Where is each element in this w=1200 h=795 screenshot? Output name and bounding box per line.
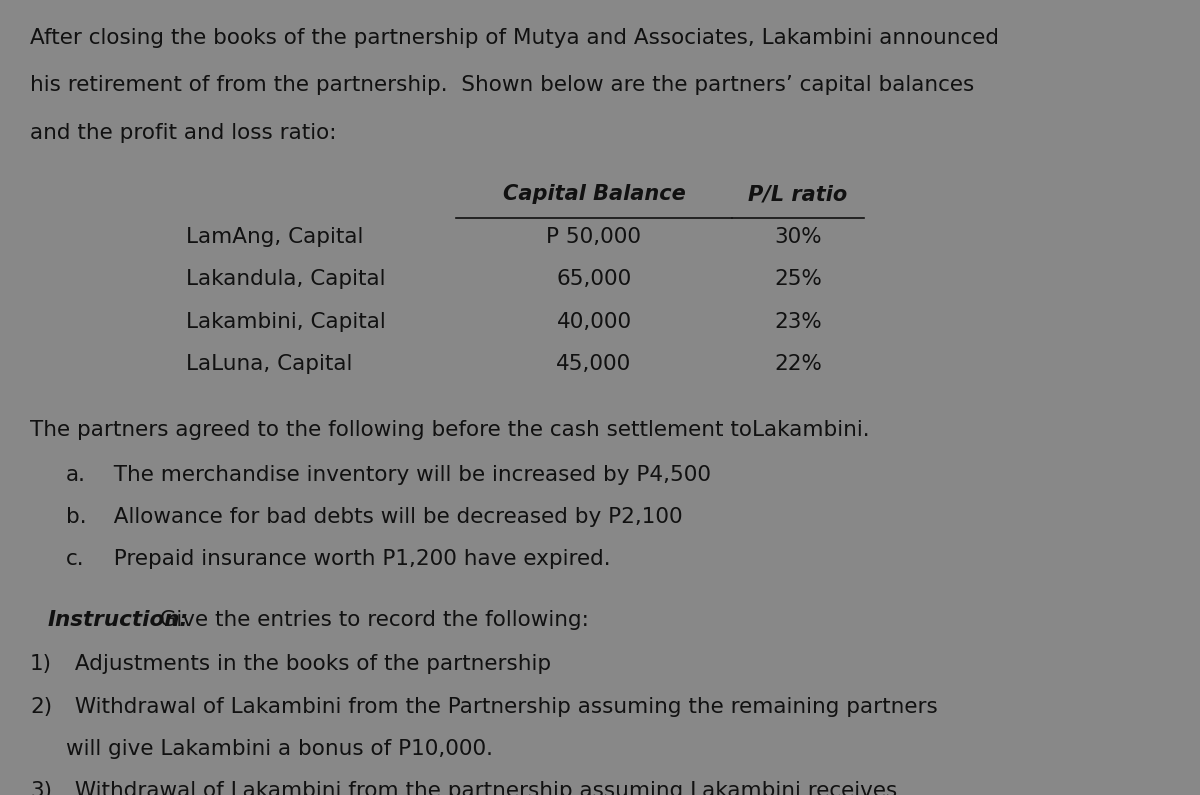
Text: will give Lakambini a bonus of P10,000.: will give Lakambini a bonus of P10,000.	[66, 739, 493, 758]
Text: 2): 2)	[30, 696, 52, 716]
Text: c.: c.	[66, 549, 85, 569]
Text: Adjustments in the books of the partnership: Adjustments in the books of the partners…	[68, 654, 552, 674]
Text: a.: a.	[66, 464, 86, 485]
Text: Give the entries to record the following:: Give the entries to record the following…	[146, 610, 589, 630]
Text: b.: b.	[66, 506, 86, 527]
Text: 30%: 30%	[774, 227, 822, 247]
Text: Withdrawal of Lakambini from the Partnership assuming the remaining partners: Withdrawal of Lakambini from the Partner…	[68, 696, 938, 716]
Text: his retirement of from the partnership.  Shown below are the partners’ capital b: his retirement of from the partnership. …	[30, 76, 974, 95]
Text: P/L ratio: P/L ratio	[749, 184, 847, 204]
Text: P 50,000: P 50,000	[546, 227, 642, 247]
Text: and the profit and loss ratio:: and the profit and loss ratio:	[30, 123, 336, 143]
Text: LamAng, Capital: LamAng, Capital	[186, 227, 364, 247]
Text: 40,000: 40,000	[557, 312, 631, 332]
Text: 1): 1)	[30, 654, 52, 674]
Text: 25%: 25%	[774, 270, 822, 289]
Text: Prepaid insurance worth P1,200 have expired.: Prepaid insurance worth P1,200 have expi…	[100, 549, 611, 569]
Text: Allowance for bad debts will be decreased by P2,100: Allowance for bad debts will be decrease…	[100, 506, 683, 527]
Text: 45,000: 45,000	[557, 354, 631, 374]
Text: The partners agreed to the following before the cash settlement toLakambini.: The partners agreed to the following bef…	[30, 421, 870, 440]
Text: Withdrawal of Lakambini from the partnership assuming Lakambini receives: Withdrawal of Lakambini from the partner…	[68, 781, 898, 795]
Text: 23%: 23%	[774, 312, 822, 332]
Text: LaLuna, Capital: LaLuna, Capital	[186, 354, 353, 374]
Text: Lakandula, Capital: Lakandula, Capital	[186, 270, 385, 289]
Text: 3): 3)	[30, 781, 52, 795]
Text: Instruction:: Instruction:	[48, 610, 190, 630]
Text: Capital Balance: Capital Balance	[503, 184, 685, 204]
Text: 65,000: 65,000	[557, 270, 631, 289]
Text: 22%: 22%	[774, 354, 822, 374]
Text: The merchandise inventory will be increased by P4,500: The merchandise inventory will be increa…	[100, 464, 710, 485]
Text: Lakambini, Capital: Lakambini, Capital	[186, 312, 385, 332]
Text: After closing the books of the partnership of Mutya and Associates, Lakambini an: After closing the books of the partnersh…	[30, 28, 998, 48]
